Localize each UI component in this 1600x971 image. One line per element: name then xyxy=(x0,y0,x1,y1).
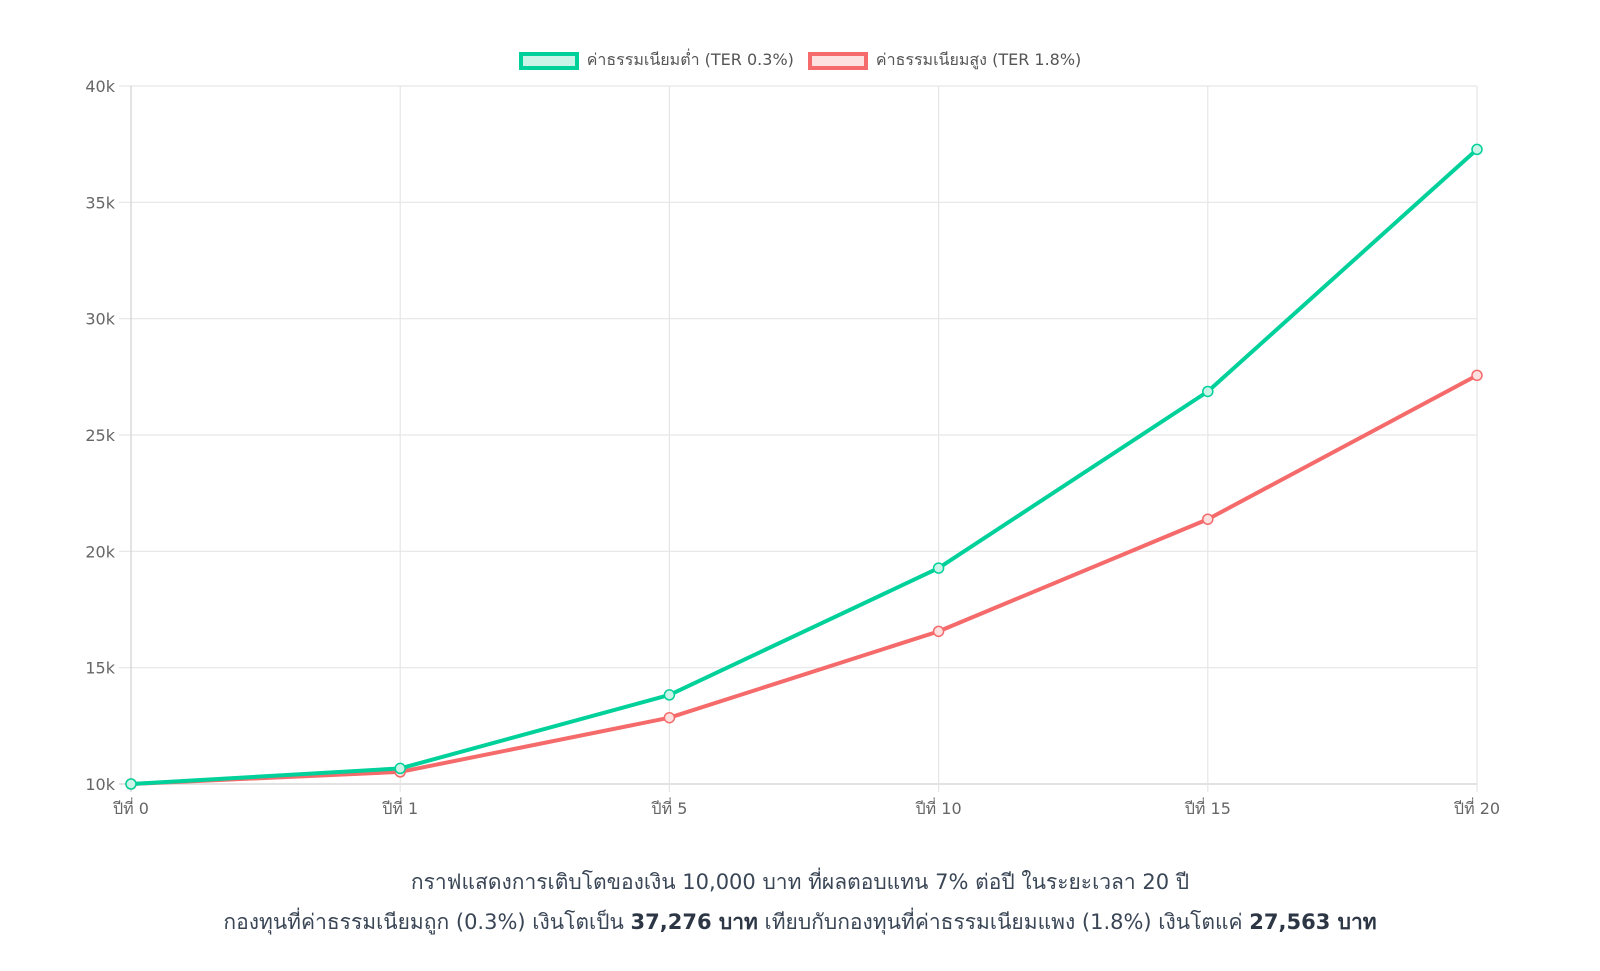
line-chart: 10k 15k 20k 25k 30k 35k 40k ปีที่ 0 ปีที่ 1 ปีที่… xyxy=(85,77,1501,818)
data-point[interactable] xyxy=(1471,369,1483,382)
data-point[interactable] xyxy=(1202,385,1214,398)
chart-caption-line1: กราฟแสดงการเติบโตของเงิน 10,000 บาท ที่ผ… xyxy=(410,870,1190,894)
series-line xyxy=(130,373,1478,786)
data-point[interactable] xyxy=(932,625,945,638)
legend-label-high-fee: ค่าธรรมเนียมสูง (TER 1.8%) xyxy=(875,50,1082,69)
data-point[interactable] xyxy=(932,562,945,574)
legend-label-low-fee: ค่าธรรมเนียมต่ำ (TER 0.3%) xyxy=(586,50,794,69)
data-point[interactable] xyxy=(125,778,137,790)
x-tick-label: ปีที่ 1 xyxy=(382,797,418,818)
x-tick-label: ปีที่ 15 xyxy=(1184,797,1231,818)
caption-text: กองทุนที่ค่าธรรมเนียมถูก (0.3%) เงินโตเป… xyxy=(223,910,631,934)
legend-swatch-low-fee xyxy=(518,51,579,70)
chart-legend: ค่าธรรมเนียมต่ำ (TER 0.3%) ค่าธรรมเนียมส… xyxy=(0,48,1600,73)
data-point[interactable] xyxy=(1202,513,1214,525)
chart-caption-line2: กองทุนที่ค่าธรรมเนียมถูก (0.3%) เงินโตเป… xyxy=(0,906,1600,939)
x-tick-label: ปีที่ 5 xyxy=(651,797,687,818)
y-tick-label: 35k xyxy=(85,193,115,212)
y-tick-label: 20k xyxy=(85,542,115,561)
legend-item-low-fee[interactable]: ค่าธรรมเนียมต่ำ (TER 0.3%) xyxy=(518,48,794,73)
legend-swatch-high-fee xyxy=(807,51,868,70)
y-tick-label: 15k xyxy=(85,659,115,678)
x-tick-label: ปีที่ 10 xyxy=(915,797,962,818)
data-point[interactable] xyxy=(663,689,676,701)
y-tick-label: 30k xyxy=(85,310,115,329)
x-tick-label: ปีที่ 20 xyxy=(1454,797,1501,818)
x-tick-label: ปีที่ 0 xyxy=(113,797,149,818)
series-line xyxy=(130,147,1479,786)
high-fee-result: 27,563 บาท xyxy=(1249,910,1377,934)
y-tick-label: 25k xyxy=(85,426,115,445)
data-point[interactable] xyxy=(663,711,676,724)
data-point[interactable] xyxy=(1471,143,1483,156)
low-fee-result: 37,276 บาท xyxy=(630,910,758,934)
y-tick-label: 40k xyxy=(85,77,115,96)
caption-text: เทียบกับกองทุนที่ค่าธรรมเนียมแพง (1.8%) … xyxy=(757,910,1250,934)
legend-item-high-fee[interactable]: ค่าธรรมเนียมสูง (TER 1.8%) xyxy=(807,48,1082,73)
data-point[interactable] xyxy=(394,762,406,775)
y-tick-label: 10k xyxy=(85,775,115,794)
